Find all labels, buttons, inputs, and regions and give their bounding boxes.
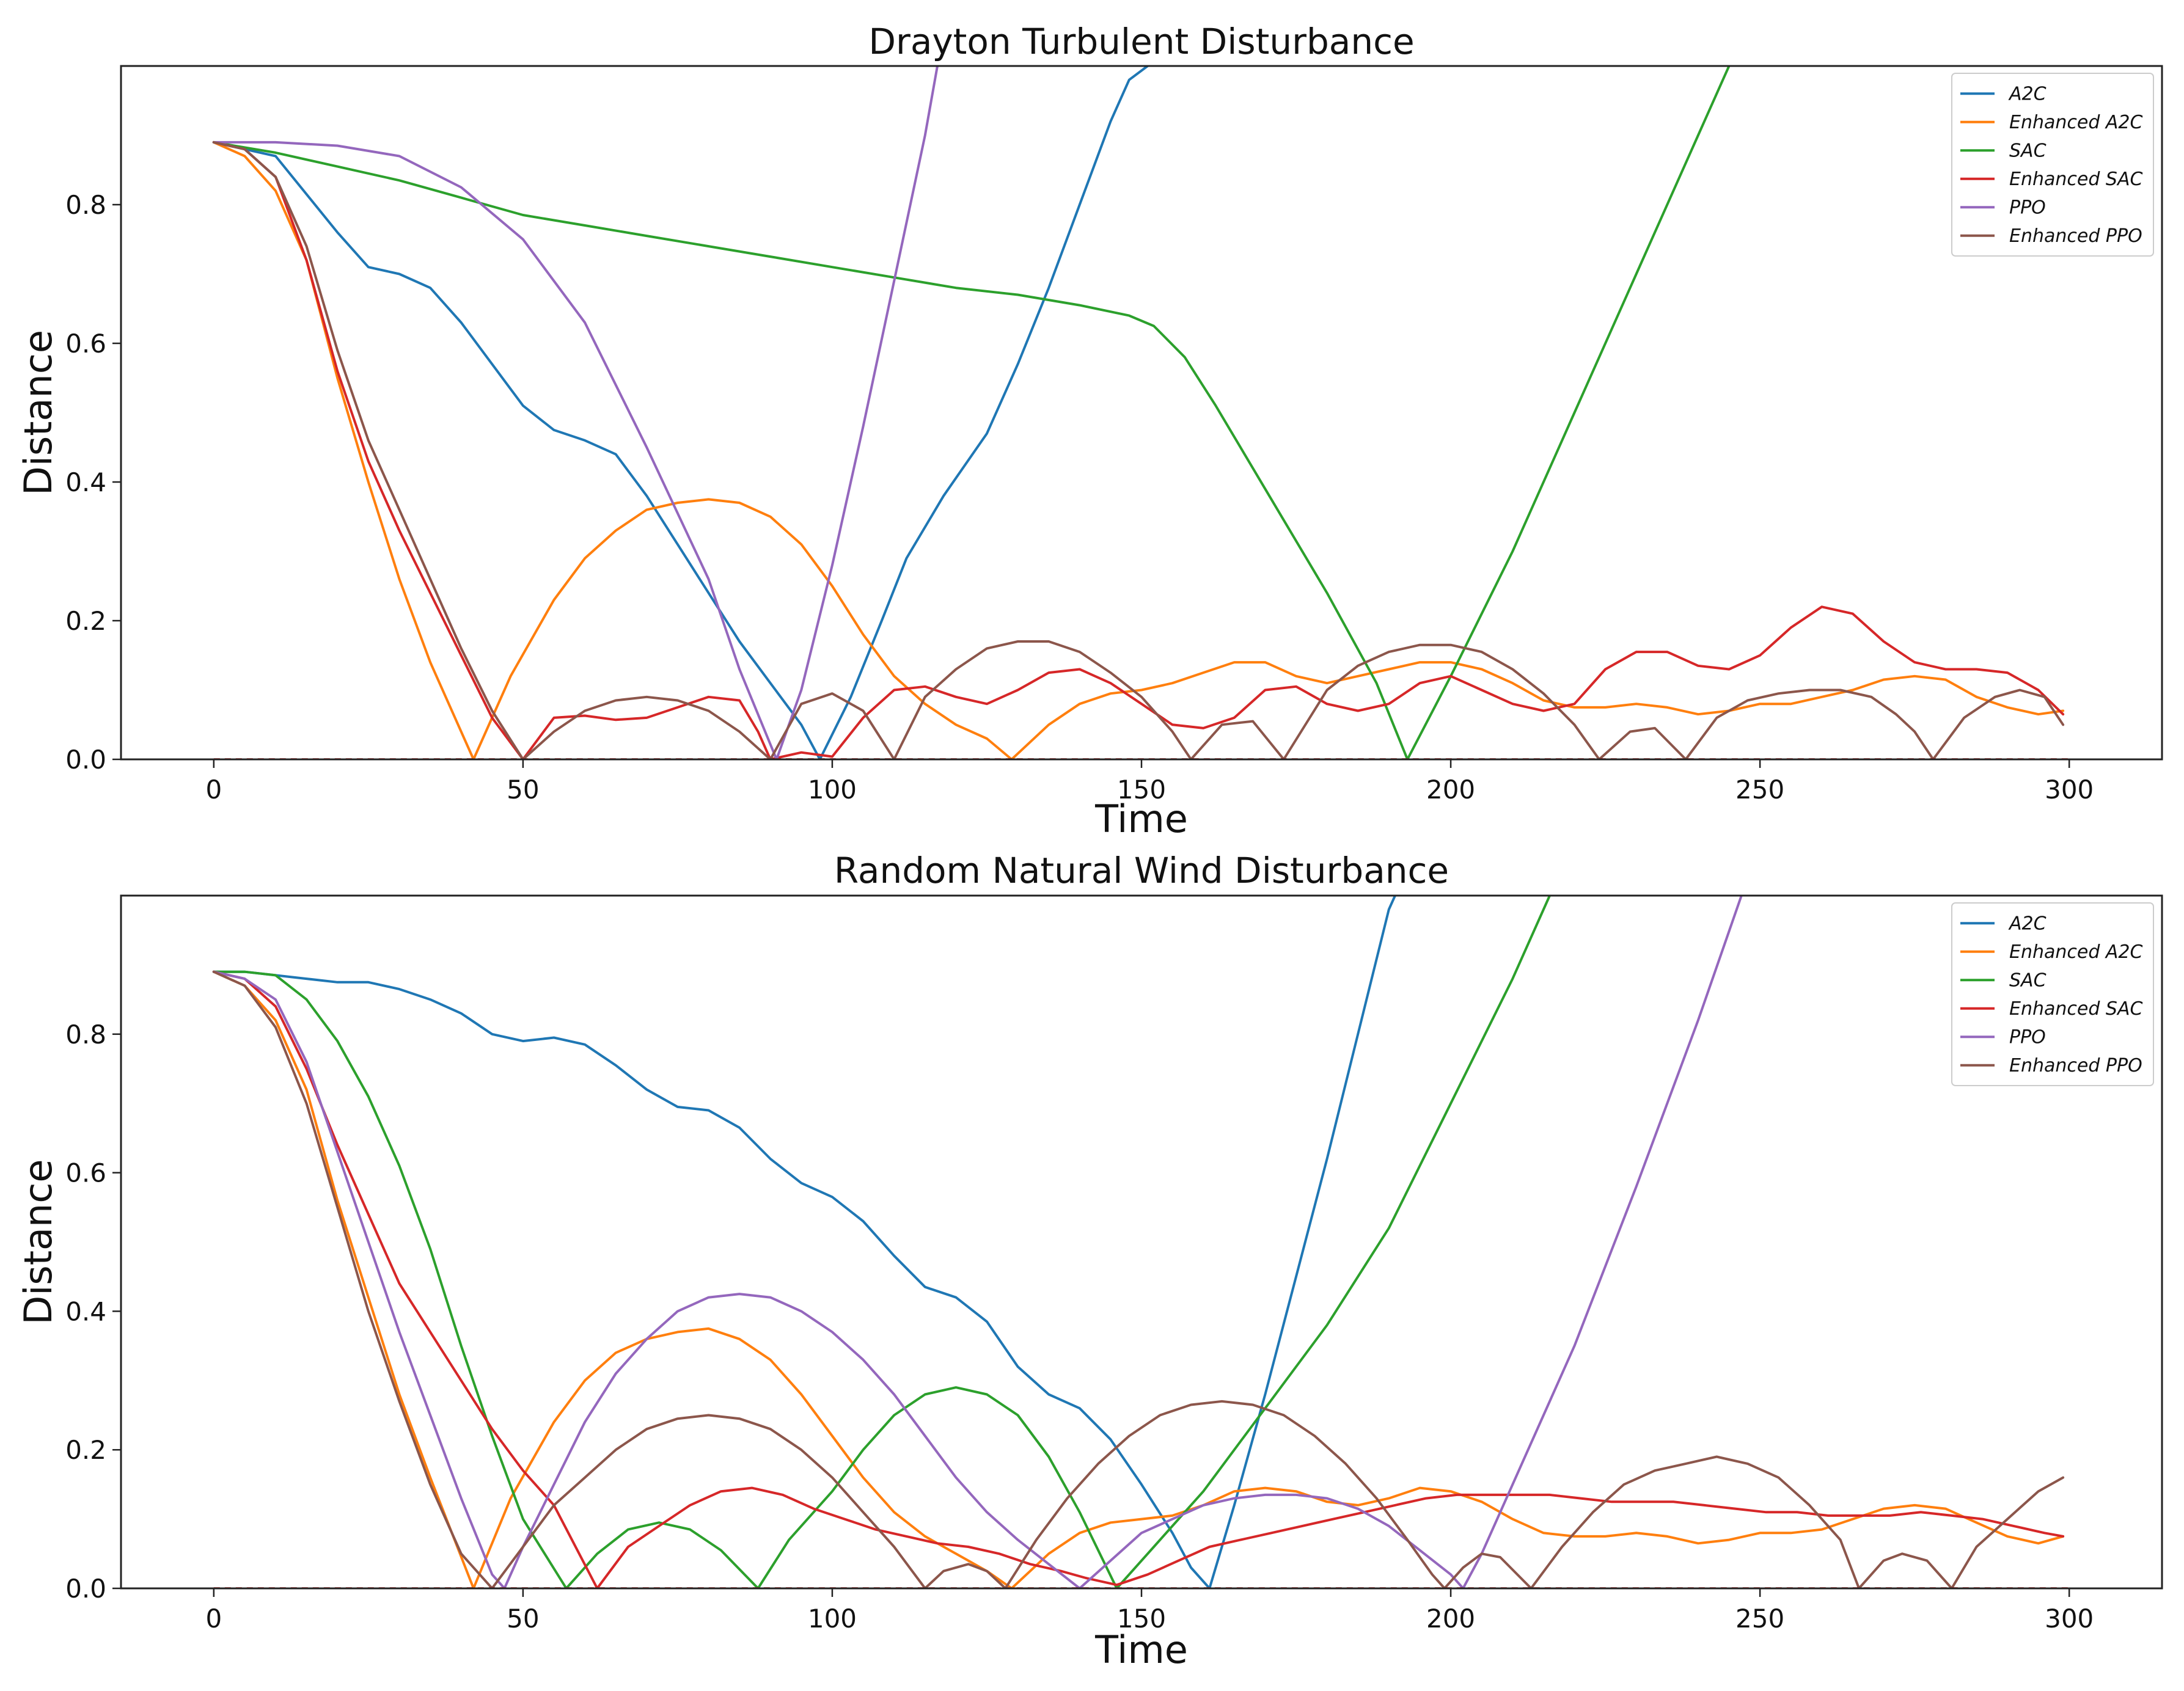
- x-tick-label: 100: [808, 775, 857, 805]
- x-tick-label: 250: [1735, 775, 1784, 805]
- y-tick-label: 0.2: [65, 1435, 106, 1465]
- y-tick-label: 0.0: [65, 745, 106, 775]
- series-line-sac: [212, 896, 1551, 1588]
- x-tick-label: 50: [507, 1604, 539, 1634]
- chart-title: Drayton Turbulent Disturbance: [868, 21, 1414, 62]
- series-line-enhanced-sac: [212, 141, 2065, 759]
- legend-label: Enhanced PPO: [2009, 225, 2142, 247]
- plot-area-frame: [120, 894, 2163, 1590]
- series-line-enhanced-ppo: [212, 970, 2065, 1588]
- series-line-enhanced-ppo: [212, 141, 2065, 759]
- series-line-enhanced-sac: [212, 970, 2065, 1588]
- legend-label: Enhanced SAC: [2009, 169, 2142, 190]
- x-tick-label: 250: [1735, 1604, 1784, 1634]
- series-line-enhanced-a2c: [212, 141, 2065, 759]
- legend-label: A2C: [2008, 913, 2047, 934]
- y-tick-label: 0.8: [65, 1020, 106, 1050]
- legend: A2C Enhanced A2C SAC Enhanced SAC PPO Enhance…: [1951, 73, 2154, 257]
- legend-box: [1951, 73, 2154, 257]
- legend-label: PPO: [2009, 1026, 2046, 1048]
- legend-label: PPO: [2009, 197, 2046, 218]
- series-line-a2c: [212, 66, 1149, 759]
- y-axis-label: Distance: [16, 1159, 60, 1324]
- series-line-ppo: [212, 66, 939, 759]
- x-tick-label: 50: [507, 775, 539, 805]
- y-tick-label: 0.0: [65, 1574, 106, 1604]
- y-tick-label: 0.6: [65, 329, 106, 359]
- legend-label: SAC: [2009, 140, 2047, 161]
- legend-label: Enhanced A2C: [2009, 941, 2143, 963]
- plot-area-frame: [120, 65, 2163, 761]
- x-tick-label: 100: [808, 1604, 857, 1634]
- x-tick-label: 150: [1117, 1604, 1166, 1634]
- x-tick-label: 300: [2045, 775, 2094, 805]
- legend-label: Enhanced SAC: [2009, 998, 2142, 1020]
- x-tick-label: 0: [205, 775, 222, 805]
- x-tick-label: 0: [205, 1604, 222, 1634]
- chart-title: Random Natural Wind Disturbance: [834, 850, 1449, 891]
- legend-label: A2C: [2008, 83, 2047, 104]
- y-tick-label: 0.4: [65, 1296, 106, 1326]
- y-tick-label: 0.6: [65, 1158, 106, 1188]
- series-line-ppo: [212, 896, 1743, 1588]
- x-axis-label: Time: [1094, 1627, 1188, 1672]
- x-tick-label: 200: [1426, 775, 1475, 805]
- x-axis-label: Time: [1094, 797, 1188, 841]
- x-tick-label: 300: [2045, 1604, 2094, 1634]
- y-tick-label: 0.4: [65, 467, 106, 497]
- y-axis-label: Distance: [16, 330, 60, 495]
- x-tick-label: 150: [1117, 775, 1166, 805]
- legend-label: SAC: [2009, 970, 2047, 991]
- legend: A2C Enhanced A2C SAC Enhanced SAC PPO Enhance…: [1951, 902, 2154, 1086]
- series-line-a2c: [212, 896, 1396, 1588]
- chart-drayton-turbulent: Drayton Turbulent Disturbance Time Distanc…: [16, 21, 2163, 841]
- series-group: [212, 66, 2065, 759]
- chart-random-natural-wind: Random Natural Wind Disturbance Time Dista…: [16, 850, 2163, 1672]
- legend-box: [1951, 902, 2154, 1086]
- legend-label: Enhanced A2C: [2009, 112, 2143, 133]
- legend-label: Enhanced PPO: [2009, 1055, 2142, 1076]
- x-tick-label: 200: [1426, 1604, 1475, 1634]
- series-line-enhanced-a2c: [212, 970, 2065, 1588]
- y-tick-label: 0.2: [65, 606, 106, 636]
- y-tick-label: 0.8: [65, 190, 106, 220]
- series-group: [212, 896, 2065, 1588]
- series-line-sac: [212, 66, 1731, 759]
